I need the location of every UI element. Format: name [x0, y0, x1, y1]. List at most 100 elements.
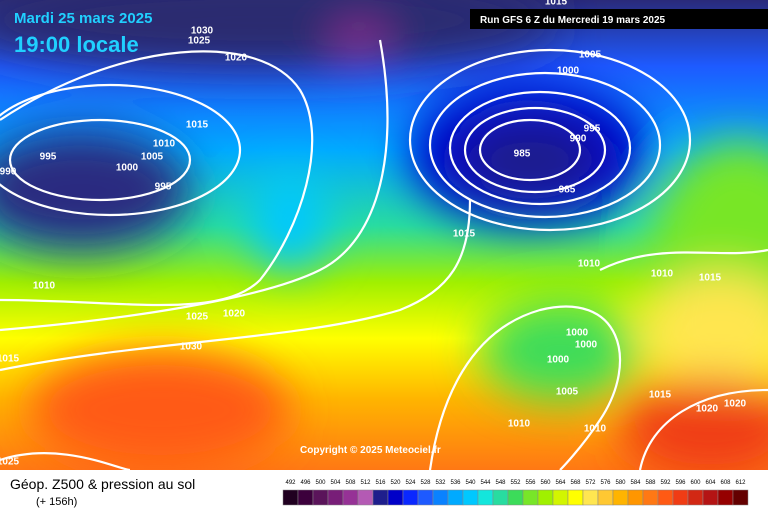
- isobar-label: 1020: [223, 309, 246, 320]
- isobar-label: 1010: [651, 269, 674, 280]
- legend-label: 528: [420, 480, 431, 486]
- isobar-label: 1015: [0, 354, 20, 365]
- legend-swatch: [567, 489, 584, 506]
- isobar-label: 985: [514, 149, 531, 160]
- legend-swatch: [717, 489, 734, 506]
- isobar-label: 1015: [649, 390, 672, 401]
- legend-swatch: [417, 489, 434, 506]
- isobar-label: 1000: [116, 163, 139, 174]
- isobar-label: 1010: [578, 259, 601, 270]
- legend-label: 500: [315, 480, 326, 486]
- legend-swatch: [312, 489, 329, 506]
- legend: 492 496 500 504 508 512 516 520 524 528 532 536 540 5…: [282, 480, 749, 506]
- legend-swatch: [372, 489, 389, 506]
- legend-label: 520: [390, 480, 401, 486]
- isobar-label: 1005: [141, 152, 164, 163]
- legend-swatch: [462, 489, 479, 506]
- isobar-label: 1015: [453, 229, 476, 240]
- legend-label: 532: [435, 480, 446, 486]
- legend-label: 584: [630, 480, 641, 486]
- legend-label: 568: [570, 480, 581, 486]
- legend-label: 588: [645, 480, 656, 486]
- legend-swatch: [612, 489, 629, 506]
- legend-label: 552: [510, 480, 521, 486]
- legend-label: 492: [285, 480, 296, 486]
- isobar-label: 1015: [186, 120, 209, 131]
- isobar-labels: 1015103010251020101510101005100099599599…: [0, 0, 747, 468]
- isobar-label: 1000: [557, 66, 580, 77]
- isobars: [0, 39, 768, 470]
- isobar-label: 1030: [191, 26, 214, 37]
- legend-swatch: [507, 489, 524, 506]
- copyright: Copyright © 2025 Meteociel.fr: [300, 445, 441, 456]
- isobar-label: 1000: [566, 328, 589, 339]
- legend-swatch: [732, 489, 749, 506]
- legend-swatch: [447, 489, 464, 506]
- footer-title: Géop. Z500 & pression au sol: [10, 476, 195, 492]
- isobar-label: 1020: [225, 53, 248, 64]
- legend-swatch: [657, 489, 674, 506]
- legend-label: 548: [495, 480, 506, 486]
- isobar-label: 1025: [186, 312, 209, 323]
- isobar-label: 1000: [575, 340, 598, 351]
- legend-label: 560: [540, 480, 551, 486]
- legend-swatch: [642, 489, 659, 506]
- legend-swatch: [687, 489, 704, 506]
- isobar-label: 985: [559, 185, 576, 196]
- legend-label: 504: [330, 480, 341, 486]
- legend-label: 524: [405, 480, 416, 486]
- legend-label: 544: [480, 480, 491, 486]
- legend-swatch: [672, 489, 689, 506]
- legend-swatch: [357, 489, 374, 506]
- isobar-label: 1030: [180, 342, 203, 353]
- legend-swatch: [582, 489, 599, 506]
- legend-label: 564: [555, 480, 566, 486]
- legend-swatch: [297, 489, 314, 506]
- legend-swatch: [597, 489, 614, 506]
- legend-swatch: [342, 489, 359, 506]
- legend-label: 508: [345, 480, 356, 486]
- legend-label: 516: [375, 480, 386, 486]
- run-box: [470, 9, 768, 29]
- isobar-label: 1000: [547, 355, 570, 366]
- legend-label: 596: [675, 480, 686, 486]
- legend-label: 592: [660, 480, 671, 486]
- legend-label: 512: [360, 480, 371, 486]
- legend-label: 556: [525, 480, 536, 486]
- isobar-label: 1005: [556, 387, 579, 398]
- isobar-label: 1025: [0, 457, 20, 468]
- legend-swatch: [477, 489, 494, 506]
- legend-swatch: [522, 489, 539, 506]
- isobar-label: 1005: [579, 50, 602, 61]
- legend-label: 580: [615, 480, 626, 486]
- isobar-label: 1015: [699, 273, 722, 284]
- legend-swatch: [432, 489, 449, 506]
- isobar-label: 990: [0, 167, 17, 178]
- legend-swatch: [702, 489, 719, 506]
- legend-swatch: [282, 489, 299, 506]
- isobar-label: 1020: [696, 404, 719, 415]
- isobar-label: 1025: [188, 36, 211, 47]
- legend-label: 576: [600, 480, 611, 486]
- legend-swatch: [492, 489, 509, 506]
- isobar-label: 1010: [584, 424, 607, 435]
- legend-swatch: [387, 489, 404, 506]
- isobar-label: 995: [155, 182, 172, 193]
- legend-swatch: [537, 489, 554, 506]
- isobar-label: 995: [40, 152, 57, 163]
- run-info: Run GFS 6 Z du Mercredi 19 mars 2025: [480, 15, 666, 26]
- legend-label: 604: [705, 480, 716, 486]
- legend-label: 572: [585, 480, 596, 486]
- time: 19:00 locale: [14, 32, 139, 57]
- isobar-label: 1020: [724, 399, 747, 410]
- legend-label: 536: [450, 480, 461, 486]
- legend-label: 496: [300, 480, 311, 486]
- legend-swatch: [552, 489, 569, 506]
- isobar-label: 1010: [508, 419, 531, 430]
- isobar-label: 995: [584, 124, 601, 135]
- legend-label: 608: [720, 480, 731, 486]
- legend-swatch: [627, 489, 644, 506]
- isobar-label: 990: [570, 134, 587, 145]
- isobar-label: 1010: [153, 139, 176, 150]
